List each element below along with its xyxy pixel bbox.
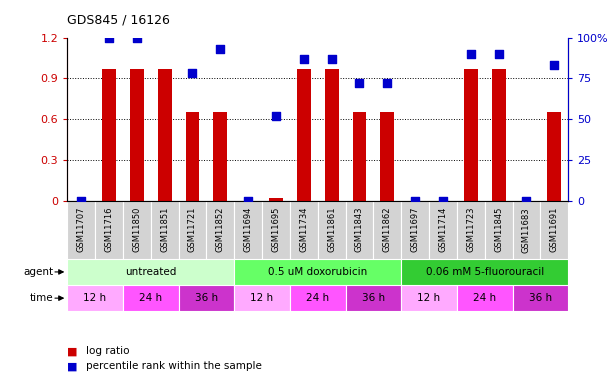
- Point: [243, 198, 253, 204]
- Bar: [346, 201, 373, 259]
- Point: [76, 198, 86, 204]
- Bar: [513, 285, 568, 311]
- Bar: [457, 201, 485, 259]
- Bar: [547, 112, 562, 201]
- Text: time: time: [30, 293, 53, 303]
- Text: GSM11861: GSM11861: [327, 207, 336, 252]
- Text: GSM11851: GSM11851: [160, 207, 169, 252]
- Bar: [513, 201, 540, 259]
- Point: [216, 46, 225, 52]
- Point: [327, 56, 337, 62]
- Text: ■: ■: [67, 346, 78, 356]
- Text: 0.06 mM 5-fluorouracil: 0.06 mM 5-fluorouracil: [426, 267, 544, 277]
- Text: 12 h: 12 h: [84, 293, 106, 303]
- Bar: [401, 201, 429, 259]
- Bar: [401, 259, 568, 285]
- Point: [438, 198, 448, 204]
- Point: [410, 198, 420, 204]
- Bar: [324, 69, 338, 201]
- Text: untreated: untreated: [125, 267, 177, 277]
- Text: 12 h: 12 h: [251, 293, 274, 303]
- Text: 36 h: 36 h: [529, 293, 552, 303]
- Point: [382, 80, 392, 86]
- Bar: [186, 112, 199, 201]
- Text: GSM11850: GSM11850: [133, 207, 141, 252]
- Bar: [290, 285, 346, 311]
- Text: agent: agent: [23, 267, 53, 277]
- Bar: [464, 69, 478, 201]
- Point: [188, 70, 197, 76]
- Text: GSM11714: GSM11714: [439, 207, 447, 252]
- Bar: [67, 201, 95, 259]
- Bar: [429, 201, 457, 259]
- Bar: [158, 69, 172, 201]
- Bar: [151, 201, 178, 259]
- Bar: [130, 69, 144, 201]
- Bar: [492, 69, 506, 201]
- Bar: [213, 112, 227, 201]
- Point: [132, 34, 142, 40]
- Text: GSM11697: GSM11697: [411, 207, 420, 252]
- Bar: [234, 259, 401, 285]
- Text: 36 h: 36 h: [362, 293, 385, 303]
- Bar: [373, 201, 401, 259]
- Bar: [297, 69, 311, 201]
- Bar: [290, 201, 318, 259]
- Bar: [67, 285, 123, 311]
- Point: [354, 80, 364, 86]
- Point: [494, 51, 503, 57]
- Bar: [262, 201, 290, 259]
- Text: GSM11734: GSM11734: [299, 207, 309, 252]
- Text: 24 h: 24 h: [473, 293, 496, 303]
- Text: ■: ■: [67, 361, 78, 371]
- Text: GSM11845: GSM11845: [494, 207, 503, 252]
- Bar: [318, 201, 346, 259]
- Text: GDS845 / 16126: GDS845 / 16126: [67, 13, 170, 26]
- Bar: [67, 259, 234, 285]
- Text: GSM11683: GSM11683: [522, 207, 531, 252]
- Text: 24 h: 24 h: [306, 293, 329, 303]
- Bar: [102, 69, 116, 201]
- Bar: [353, 112, 367, 201]
- Bar: [380, 112, 394, 201]
- Text: GSM11852: GSM11852: [216, 207, 225, 252]
- Text: 12 h: 12 h: [417, 293, 441, 303]
- Bar: [234, 285, 290, 311]
- Point: [522, 198, 532, 204]
- Bar: [178, 285, 234, 311]
- Text: GSM11721: GSM11721: [188, 207, 197, 252]
- Bar: [178, 201, 207, 259]
- Bar: [95, 201, 123, 259]
- Point: [299, 56, 309, 62]
- Bar: [540, 201, 568, 259]
- Text: 0.5 uM doxorubicin: 0.5 uM doxorubicin: [268, 267, 367, 277]
- Text: GSM11723: GSM11723: [466, 207, 475, 252]
- Text: log ratio: log ratio: [86, 346, 129, 356]
- Text: percentile rank within the sample: percentile rank within the sample: [86, 361, 262, 371]
- Text: GSM11691: GSM11691: [550, 207, 559, 252]
- Text: 24 h: 24 h: [139, 293, 163, 303]
- Bar: [485, 201, 513, 259]
- Text: GSM11862: GSM11862: [383, 207, 392, 252]
- Text: GSM11695: GSM11695: [271, 207, 280, 252]
- Bar: [123, 201, 151, 259]
- Point: [549, 62, 559, 68]
- Point: [104, 34, 114, 40]
- Point: [466, 51, 476, 57]
- Bar: [207, 201, 234, 259]
- Point: [159, 26, 169, 32]
- Text: GSM11716: GSM11716: [104, 207, 114, 252]
- Text: GSM11843: GSM11843: [355, 207, 364, 252]
- Text: GSM11694: GSM11694: [244, 207, 252, 252]
- Text: GSM11707: GSM11707: [76, 207, 86, 252]
- Point: [271, 113, 281, 119]
- Bar: [123, 285, 178, 311]
- Bar: [346, 285, 401, 311]
- Bar: [234, 201, 262, 259]
- Bar: [457, 285, 513, 311]
- Bar: [401, 285, 457, 311]
- Bar: [269, 198, 283, 201]
- Text: 36 h: 36 h: [195, 293, 218, 303]
